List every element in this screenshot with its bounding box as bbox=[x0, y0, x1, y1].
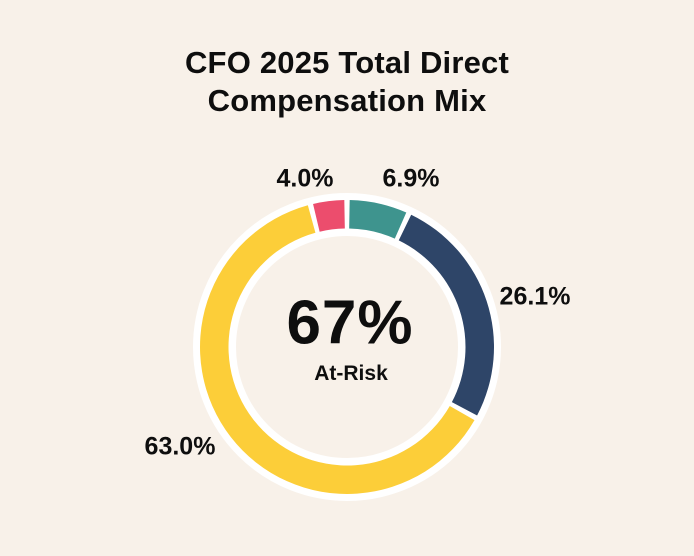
donut-segment-navy[interactable] bbox=[398, 214, 495, 416]
donut-center-value: 67% bbox=[286, 288, 414, 358]
segment-label-pink: 4.0% bbox=[276, 164, 334, 193]
donut-center-label: At-Risk bbox=[314, 362, 388, 385]
donut-segment-pink[interactable] bbox=[313, 200, 345, 232]
donut-segment-teal[interactable] bbox=[349, 200, 407, 239]
chart-title-line-2: Compensation Mix bbox=[207, 83, 487, 118]
chart-title-line-1: CFO 2025 Total Direct bbox=[184, 45, 510, 80]
segment-label-teal: 6.9% bbox=[382, 164, 440, 193]
chart-title: CFO 2025 Total Direct Compensation Mix bbox=[0, 44, 694, 120]
segment-label-yellow: 63.0% bbox=[144, 432, 216, 461]
segment-label-navy: 26.1% bbox=[499, 282, 571, 311]
